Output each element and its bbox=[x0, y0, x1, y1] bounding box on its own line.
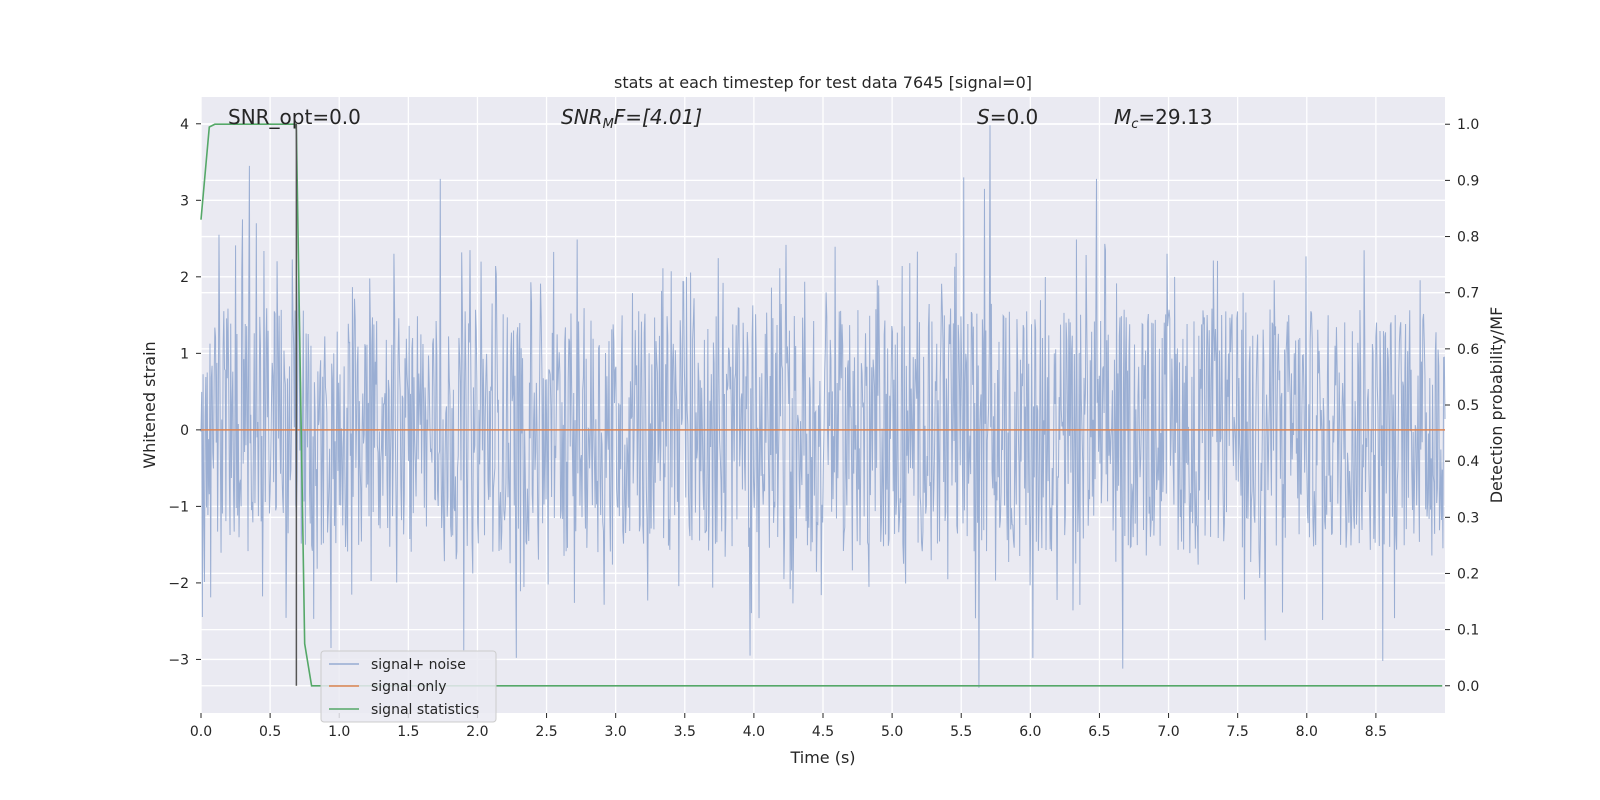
y-tick-label-1: −2 bbox=[168, 576, 189, 592]
y2-tick-label-6: 0.6 bbox=[1457, 342, 1479, 358]
x-tick-label-4: 2.0 bbox=[466, 724, 488, 740]
legend-label-signal-only: signal only bbox=[371, 679, 446, 695]
y-tick-label-7: 4 bbox=[180, 117, 189, 133]
y-tick-label-6: 3 bbox=[180, 193, 189, 209]
y2-tick-label-8: 0.8 bbox=[1457, 230, 1479, 246]
y2-axis-label: Detection probability/MF bbox=[1487, 307, 1506, 504]
x-tick-label-13: 6.5 bbox=[1088, 724, 1110, 740]
s-rest: =0.0 bbox=[990, 105, 1039, 129]
x-tick-label-0: 0.0 bbox=[190, 724, 212, 740]
snr-mf-sub: M bbox=[603, 117, 614, 132]
mc-rest: =29.13 bbox=[1138, 105, 1212, 129]
y-axis-label: Whitened strain bbox=[140, 341, 159, 468]
y-tick-label-0: −3 bbox=[168, 652, 189, 668]
chart-title: stats at each timestep for test data 764… bbox=[614, 73, 1032, 92]
annotation-snr-opt: SNR_opt=0.0 bbox=[228, 105, 361, 129]
y2-tick-labels: 0.0 0.1 0.2 0.3 0.4 0.5 0.6 0.7 0.8 0.9 1.0 bbox=[1445, 117, 1479, 695]
x-axis-label: Time (s) bbox=[789, 748, 855, 767]
y-tick-label-2: −1 bbox=[168, 499, 189, 515]
x-tick-label-9: 4.5 bbox=[812, 724, 834, 740]
legend-label-signal-noise: signal+ noise bbox=[371, 657, 466, 673]
y2-tick-label-5: 0.5 bbox=[1457, 398, 1479, 414]
x-tick-label-17: 8.5 bbox=[1365, 724, 1387, 740]
y2-tick-label-9: 0.9 bbox=[1457, 173, 1479, 189]
x-tick-label-12: 6.0 bbox=[1019, 724, 1041, 740]
annotation-mc: Mc=29.13 bbox=[1114, 105, 1212, 132]
series-signal-statistics bbox=[200, 123, 1443, 687]
legend-label-signal-statistics: signal statistics bbox=[371, 702, 479, 718]
line-signal-noise bbox=[200, 125, 1446, 688]
x-tick-label-6: 3.0 bbox=[605, 724, 627, 740]
y2-tick-label-7: 0.7 bbox=[1457, 286, 1479, 302]
y2-tick-label-10: 1.0 bbox=[1457, 117, 1479, 133]
y2-tick-label-0: 0.0 bbox=[1457, 679, 1479, 695]
x-tick-label-7: 3.5 bbox=[674, 724, 696, 740]
y2-tick-label-1: 0.1 bbox=[1457, 623, 1479, 639]
y-tick-label-5: 2 bbox=[180, 270, 189, 286]
x-tick-label-16: 8.0 bbox=[1296, 724, 1318, 740]
line-signal-statistics bbox=[200, 123, 1443, 687]
y-tick-label-4: 1 bbox=[180, 346, 189, 362]
s-var: S bbox=[977, 105, 990, 129]
x-tick-label-10: 5.0 bbox=[881, 724, 903, 740]
mc-var: M bbox=[1114, 105, 1131, 129]
x-tick-label-3: 1.5 bbox=[397, 724, 419, 740]
annotation-snr-mf: SNRMF=[4.01] bbox=[561, 105, 702, 132]
y2-tick-label-3: 0.3 bbox=[1457, 510, 1479, 526]
y-tick-label-3: 0 bbox=[180, 423, 189, 439]
annotation-s: S=0.0 bbox=[977, 105, 1038, 129]
x-tick-labels: 0.0 0.5 1.0 1.5 2.0 2.5 3.0 3.5 4.0 4.5 5.0 5.5 6.0 6… bbox=[190, 713, 1387, 740]
x-tick-label-8: 4.0 bbox=[743, 724, 765, 740]
snr-mf-rest: F=[4.01] bbox=[614, 105, 702, 129]
y2-tick-label-2: 0.2 bbox=[1457, 566, 1479, 582]
legend-box bbox=[320, 650, 497, 723]
x-tick-label-2: 1.0 bbox=[328, 724, 350, 740]
legend: signal+ noise signal only signal statist… bbox=[320, 650, 497, 723]
x-tick-label-15: 7.5 bbox=[1227, 724, 1249, 740]
snr-mf-main: SNR bbox=[561, 105, 603, 129]
y-tick-labels: −3 −2 −1 0 1 2 3 4 bbox=[168, 117, 201, 668]
x-tick-label-1: 0.5 bbox=[259, 724, 281, 740]
x-tick-label-14: 7.0 bbox=[1157, 724, 1179, 740]
series-signal-noise bbox=[200, 125, 1446, 688]
x-tick-label-11: 5.5 bbox=[950, 724, 972, 740]
x-tick-label-5: 2.5 bbox=[535, 724, 557, 740]
y2-tick-label-4: 0.4 bbox=[1457, 454, 1479, 470]
mc-sub: c bbox=[1131, 117, 1138, 132]
